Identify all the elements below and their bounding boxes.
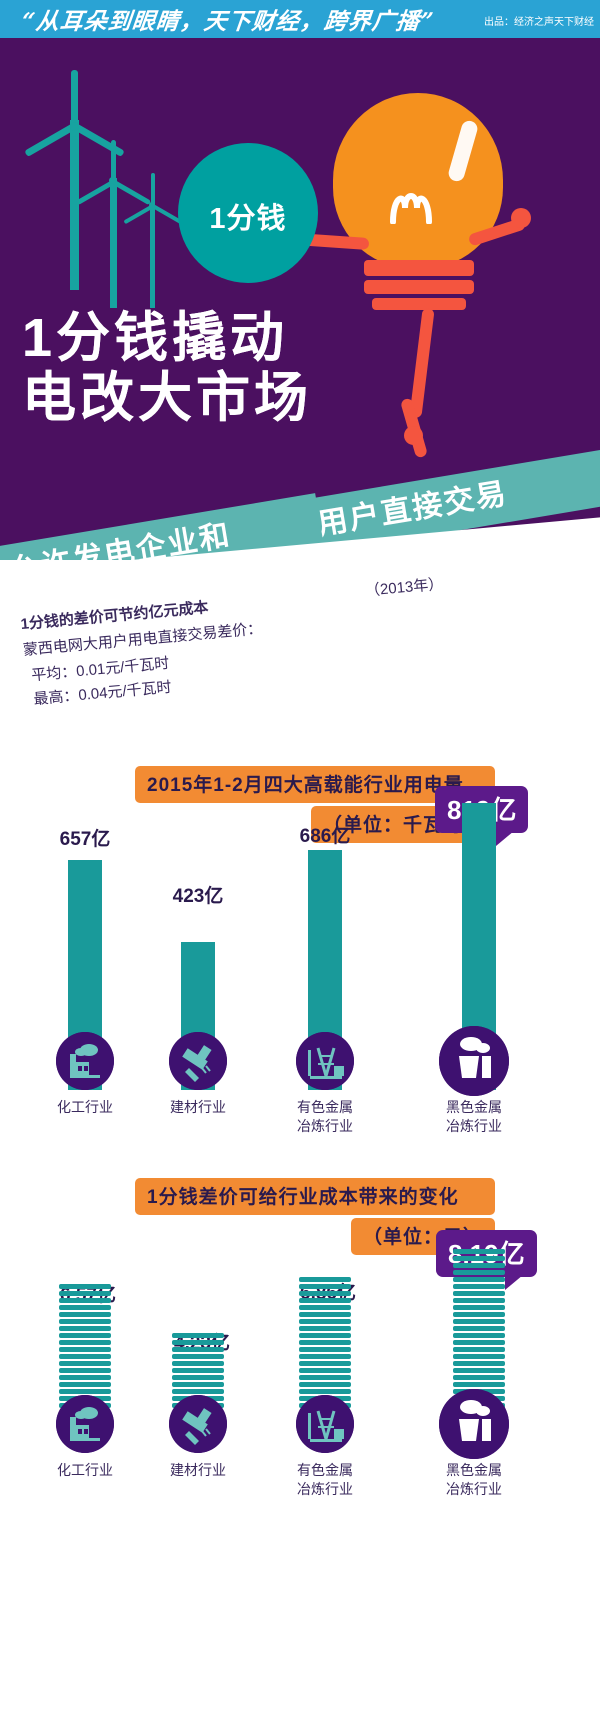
windmill-icon-medium (75, 128, 152, 308)
chemical-factory-icon (56, 1395, 114, 1453)
chart2-coin-area (0, 1240, 600, 1410)
chart1-value-label-0: 657亿 (59, 829, 111, 850)
chart1-value-label-2: 686亿 (299, 826, 351, 847)
oil-derrick-icon (296, 1395, 354, 1453)
chart2-icon-3 (439, 1389, 509, 1459)
badge-one-cent: 1分钱 (178, 143, 318, 283)
chart2-title: 1分钱差价可给行业成本带来的变化 （单位：元） (135, 1178, 495, 1255)
chart1-value-label-1: 423亿 (172, 886, 224, 907)
smokestack-plant-icon (439, 1389, 509, 1459)
top-banner: “从耳朵到眼睛，天下财经，跨界广播” 出品：经济之声天下财经 (0, 0, 600, 38)
windmill-icon-large (24, 60, 125, 290)
chart2-icon-1 (169, 1395, 227, 1453)
oil-derrick-icon (296, 1032, 354, 1090)
chart1-category-1: 建材行业 (170, 1099, 226, 1115)
chart2-category-2: 有色金属 冶炼行业 (297, 1462, 353, 1497)
chart2-category-0: 化工行业 (57, 1462, 113, 1478)
chart2-category-3: 黑色金属 冶炼行业 (446, 1462, 502, 1497)
info-year: （2013年） (364, 575, 444, 600)
building-materials-saw-icon (169, 1032, 227, 1090)
page-title: 1分钱撬动 电改大市场 (22, 308, 312, 428)
lightbulb-base-3 (372, 298, 466, 310)
title-period-dot (404, 426, 423, 445)
slogan-text: “从耳朵到眼睛，天下财经，跨界广播” (20, 8, 436, 35)
lightbulb-base-1 (364, 260, 474, 276)
chart2-title-line: 1分钱差价可给行业成本带来的变化 (135, 1178, 495, 1215)
chart2-coinstack-0 (59, 1284, 111, 1410)
figure-leg (409, 307, 435, 419)
windmill-icon-small (123, 163, 184, 308)
chart1-icon-2 (296, 1032, 354, 1090)
chemical-factory-icon (56, 1032, 114, 1090)
lightbulb-filament-icon (385, 178, 445, 224)
chart1-icon-3 (439, 1026, 509, 1096)
chart1-category-2: 有色金属 冶炼行业 (297, 1099, 353, 1134)
chart1-category-0: 化工行业 (57, 1099, 113, 1115)
smokestack-plant-icon (439, 1026, 509, 1096)
chart1-icon-0 (56, 1032, 114, 1090)
chart2-icon-2 (296, 1395, 354, 1453)
badge-one-cent-label: 1分钱 (209, 203, 287, 235)
page-title-line-1: 1分钱撬动 (22, 308, 289, 368)
chart2-coinstack-2 (299, 1277, 351, 1410)
chart2-category-1: 建材行业 (170, 1462, 226, 1478)
figure-hand-right (511, 208, 531, 228)
source-credit: 出品：经济之声天下财经 (484, 17, 594, 28)
chart2-coinstack-3 (453, 1249, 505, 1410)
chart2-icon-0 (56, 1395, 114, 1453)
page-title-line-2: 电改大市场 (22, 368, 312, 428)
chart1-category-3: 黑色金属 冶炼行业 (446, 1099, 502, 1134)
hero-section: 1分钱 1分钱撬动 电改大市场 用户直接交易 允许发电企业和 (0, 38, 600, 560)
building-materials-saw-icon (169, 1395, 227, 1453)
chart1-icon-1 (169, 1032, 227, 1090)
lightbulb-base-2 (364, 280, 474, 294)
